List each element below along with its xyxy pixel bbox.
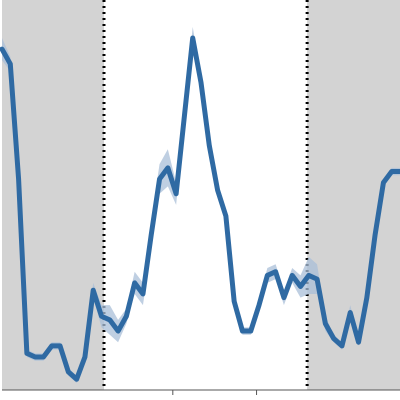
vertical-marker-lines (102, 0, 309, 390)
series-line-0 (0, 35, 400, 382)
shaded-regions (2, 0, 400, 390)
x-axis (2, 389, 400, 395)
confidence-band (2, 26, 400, 384)
error-band-0 (2, 26, 400, 384)
series-line (0, 35, 400, 382)
